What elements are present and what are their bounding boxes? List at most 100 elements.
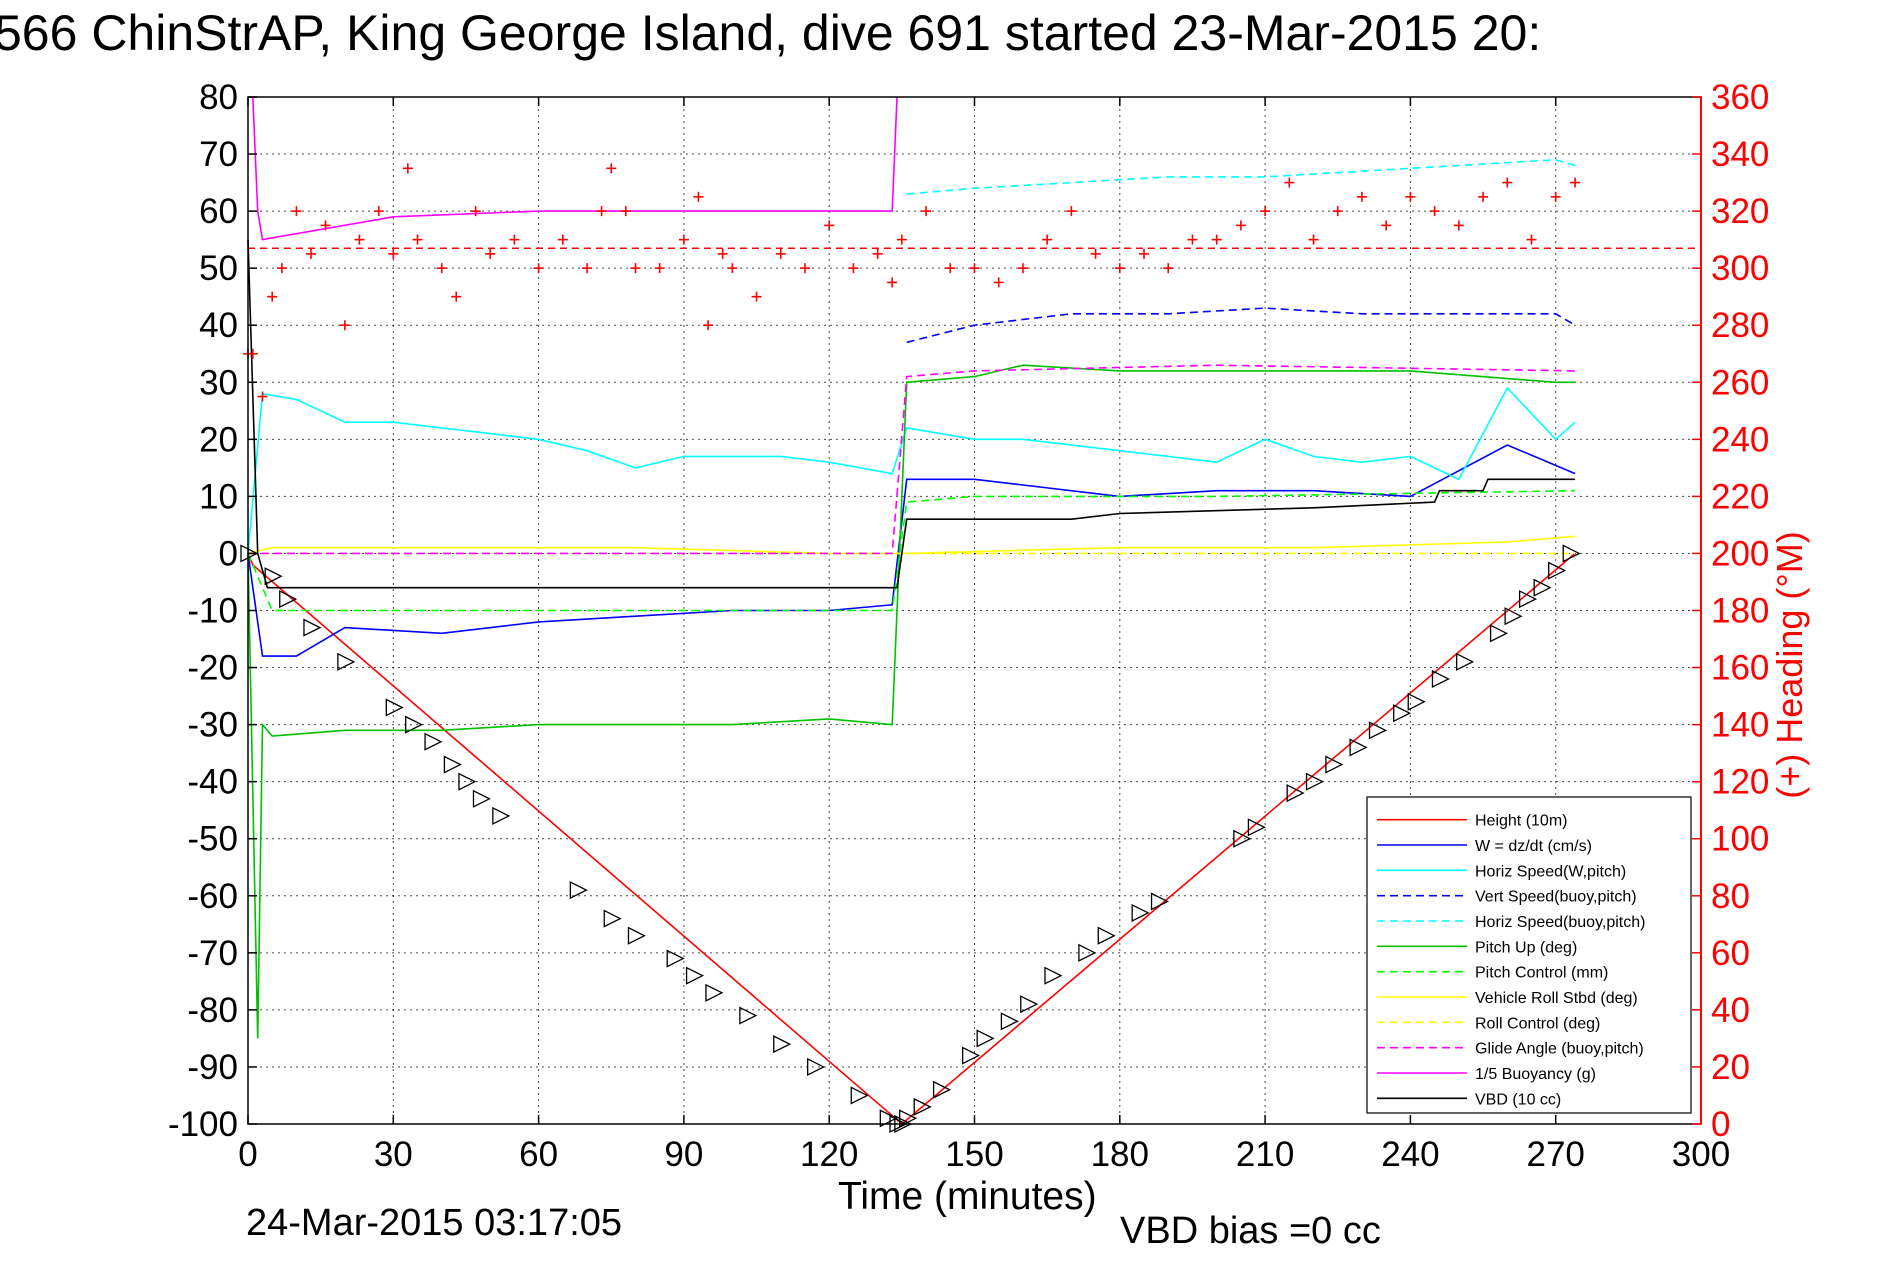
triangle-marker — [603, 909, 622, 928]
triangle-marker — [458, 772, 477, 791]
heading-point — [373, 206, 384, 217]
heading-point — [921, 206, 932, 217]
heading-point — [1502, 177, 1513, 188]
legend-label: 1/5 Buoyancy (g) — [1475, 1066, 1596, 1083]
x-tick-label: 300 — [1672, 1135, 1730, 1174]
triangle-marker — [705, 983, 724, 1002]
heading-point — [1042, 234, 1053, 245]
y-right-tick-label: 120 — [1711, 763, 1769, 802]
triangle-marker — [405, 715, 424, 734]
y-right-tick-label: 160 — [1711, 649, 1769, 688]
triangle-marker — [1504, 607, 1523, 626]
y-tick-label: -40 — [187, 763, 238, 802]
legend-label: Vert Speed(buoy,pitch) — [1475, 889, 1637, 906]
series-line-w-dz-dt-cm-s — [247, 444, 1576, 657]
triangle-marker — [1044, 966, 1063, 985]
legend-box — [1366, 796, 1692, 1114]
heading-point — [630, 263, 641, 274]
heading-point — [509, 234, 520, 245]
end-timestamp: 24-Mar-2015 03:17:05 — [246, 1202, 623, 1244]
series-line-vehicle-roll-stbd-deg — [247, 535, 1576, 555]
heading-point — [1235, 220, 1246, 231]
triangle-marker — [569, 881, 588, 900]
y-right-tick-label: 20 — [1711, 1048, 1750, 1087]
heading-point — [267, 291, 278, 302]
heading-point — [1453, 220, 1464, 231]
heading-point — [872, 248, 883, 259]
triangle-marker — [1131, 903, 1150, 922]
heading-point — [775, 248, 786, 259]
heading-point — [1570, 177, 1581, 188]
triangle-marker — [1518, 590, 1538, 609]
heading-point — [1308, 234, 1319, 245]
legend-label: Roll Control (deg) — [1475, 1015, 1600, 1032]
heading-point — [291, 206, 302, 217]
heading-point — [1163, 263, 1174, 274]
triangle-marker — [1562, 544, 1581, 563]
triangle-marker — [1247, 818, 1266, 837]
triangle-marker — [1548, 561, 1567, 580]
heading-point — [436, 263, 447, 274]
heading-point — [993, 277, 1004, 288]
heading-point — [485, 248, 496, 259]
y-right-tick-label: 360 — [1711, 78, 1769, 117]
heading-point — [717, 248, 728, 259]
y-right-tick-label: 340 — [1711, 135, 1769, 174]
series-line-horiz-speed-buoy-pitch — [906, 158, 1576, 195]
x-tick-label: 210 — [1236, 1135, 1294, 1174]
heading-point — [703, 320, 714, 331]
y-right-tick-label: 300 — [1711, 249, 1769, 288]
triangle-marker — [1078, 943, 1097, 962]
triangle-marker — [1305, 772, 1324, 791]
x-tick-label: 60 — [519, 1135, 558, 1174]
x-axis-label: Time (minutes) — [838, 1175, 1097, 1218]
legend-label: Horiz Speed(buoy,pitch) — [1475, 914, 1645, 931]
series-line-1-5-buoyancy-g — [248, 96, 898, 241]
heading-point — [1478, 191, 1489, 202]
triangle-marker — [1393, 704, 1412, 723]
triangle-marker — [1097, 926, 1116, 945]
heading-point — [887, 277, 898, 288]
heading-point — [1139, 248, 1150, 259]
heading-point — [896, 234, 907, 245]
y-tick-label: -20 — [187, 649, 238, 688]
heading-point — [247, 348, 258, 359]
x-tick-label: 150 — [945, 1135, 1003, 1174]
legend-label: Vehicle Roll Stbd (deg) — [1475, 990, 1638, 1007]
heading-point — [470, 206, 481, 217]
heading-point — [596, 206, 607, 217]
y-right-tick-label: 100 — [1711, 820, 1769, 859]
triangle-marker — [1407, 692, 1426, 711]
y-right-tick-label: 140 — [1711, 706, 1769, 745]
heading-point — [1260, 206, 1271, 217]
heading-point — [1526, 234, 1537, 245]
heading-point — [320, 220, 331, 231]
heading-point — [620, 206, 631, 217]
y-tick-label: -10 — [187, 592, 238, 631]
right-y-axis-label: (+) Heading (°M) — [1769, 531, 1810, 799]
chart-title: 566 ChinStrAP, King George Island, dive … — [0, 5, 1542, 61]
triangle-marker — [1325, 755, 1344, 774]
heading-point — [945, 263, 956, 274]
triangle-marker — [685, 966, 705, 985]
triangle-marker — [264, 567, 283, 586]
triangle-marker — [1368, 721, 1387, 740]
series-line-vert-speed-buoy-pitch — [906, 307, 1576, 344]
triangle-marker — [424, 732, 443, 751]
y-tick-label: 60 — [199, 192, 238, 231]
heading-point — [1429, 206, 1440, 217]
legend-label: Height (10m) — [1475, 813, 1567, 830]
triangle-marker — [1431, 669, 1450, 689]
legend-label: VBD (10 cc) — [1475, 1091, 1561, 1108]
triangle-marker — [337, 652, 356, 671]
heading-point — [276, 263, 287, 274]
y-right-tick-label: 240 — [1711, 420, 1769, 459]
x-tick-label: 30 — [374, 1135, 413, 1174]
series-line-pitch-control-mm — [247, 489, 1576, 612]
triangle-marker — [492, 806, 511, 825]
x-tick-label: 0 — [238, 1135, 257, 1174]
heading-point — [402, 163, 413, 174]
heading-point — [451, 291, 462, 302]
heading-point — [654, 263, 665, 274]
triangle-marker — [627, 926, 646, 945]
